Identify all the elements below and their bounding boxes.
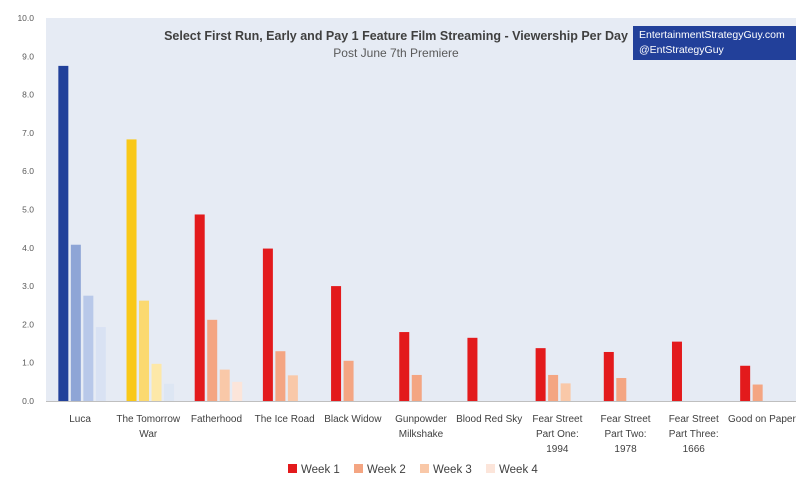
legend-label-week-1: Week 1 <box>301 464 340 476</box>
bar-luca-week-3 <box>83 295 94 401</box>
y-tick-label: 0.0 <box>22 396 34 406</box>
x-tick-label: Part Three: <box>669 429 719 440</box>
chart-title: Select First Run, Early and Pay 1 Featur… <box>164 29 628 43</box>
bar-luca-week-4 <box>95 327 106 401</box>
legend-label-week-2: Week 2 <box>367 464 406 476</box>
legend: Week 1 Week 2 Week 3 Week 4 <box>288 464 538 476</box>
y-tick-label: 1.0 <box>22 358 34 368</box>
bar-blood-red-sky-week-1 <box>467 337 478 401</box>
bar-fear-street-part-three-1666-week-1 <box>671 341 682 401</box>
x-tick-label: Black Widow <box>324 414 382 425</box>
bar-gunpowder-milkshake-week-1 <box>399 332 410 401</box>
x-tick-label: Luca <box>69 414 91 425</box>
bar-black-widow-week-2 <box>343 360 354 401</box>
bar-fatherhood-week-1 <box>194 214 205 401</box>
bar-good-on-paper-week-2 <box>752 384 763 401</box>
y-tick-label: 4.0 <box>22 243 34 253</box>
y-tick-labels: 0.0 1.0 2.0 3.0 4.0 5.0 6.0 7.0 8.0 9.0 10.0 <box>17 13 34 406</box>
bar-fatherhood-week-2 <box>207 319 218 401</box>
y-tick-label: 8.0 <box>22 90 34 100</box>
bar-black-widow-week-1 <box>331 286 342 401</box>
bar-fear-street-part-one-1994-week-2 <box>548 374 559 401</box>
x-tick-label: Gunpowder <box>395 414 447 425</box>
bar-luca-week-2 <box>70 244 81 401</box>
y-tick-label: 9.0 <box>22 51 34 61</box>
y-tick-label: 5.0 <box>22 205 34 215</box>
x-tick-label: Part One: <box>536 429 579 440</box>
attribution-badge: EntertainmentStrategyGuy.com @EntStrateg… <box>633 26 796 60</box>
plot-background <box>46 18 796 401</box>
x-tick-label: 1978 <box>614 444 637 455</box>
x-tick-label: Milkshake <box>399 429 444 440</box>
bar-the-ice-road-week-2 <box>275 351 286 401</box>
bar-fatherhood-week-4 <box>232 381 243 401</box>
bar-the-tomorrow-war-week-1 <box>126 139 137 401</box>
chart-subtitle: Post June 7th Premiere <box>333 46 459 60</box>
bar-fear-street-part-one-1994-week-1 <box>535 348 546 401</box>
x-tick-label: The Tomorrow <box>116 414 181 425</box>
bar-the-tomorrow-war-week-3 <box>151 363 162 401</box>
x-tick-label: 1666 <box>683 444 706 455</box>
bar-luca-week-1 <box>58 65 69 401</box>
x-tick-label: Blood Red Sky <box>456 414 522 425</box>
legend-label-week-4: Week 4 <box>499 464 538 476</box>
bar-the-tomorrow-war-week-2 <box>139 300 150 401</box>
x-tick-label: Fatherhood <box>191 414 242 425</box>
legend-swatch-week-3 <box>420 464 429 473</box>
bar-good-on-paper-week-1 <box>740 365 751 401</box>
bar-gunpowder-milkshake-week-2 <box>411 374 422 401</box>
legend-swatch-week-2 <box>354 464 363 473</box>
x-tick-label: Fear Street <box>601 414 651 425</box>
y-tick-label: 2.0 <box>22 319 34 329</box>
x-tick-label: The Ice Road <box>255 414 315 425</box>
badge-website: EntertainmentStrategyGuy.com <box>639 29 785 41</box>
y-tick-label: 3.0 <box>22 281 34 291</box>
x-tick-label: Fear Street <box>532 414 582 425</box>
legend-swatch-week-4 <box>486 464 495 473</box>
bar-fatherhood-week-3 <box>219 369 230 401</box>
legend-swatch-week-1 <box>288 464 297 473</box>
bar-the-tomorrow-war-week-4 <box>164 383 175 401</box>
y-tick-label: 6.0 <box>22 166 34 176</box>
x-tick-label: Fear Street <box>669 414 719 425</box>
bar-fear-street-part-two-1978-week-2 <box>616 378 627 401</box>
bar-the-ice-road-week-1 <box>262 248 273 401</box>
x-tick-label: 1994 <box>546 444 569 455</box>
x-tick-labels: Luca The Tomorrow War Fatherhood The Ice Roa… <box>69 414 796 455</box>
y-tick-label: 7.0 <box>22 128 34 138</box>
bars-group <box>58 65 763 401</box>
x-tick-label: Part Two: <box>605 429 647 440</box>
badge-handle: @EntStrategyGuy <box>639 44 724 56</box>
x-tick-label: Good on Paper <box>728 414 796 425</box>
bar-the-ice-road-week-3 <box>287 375 298 401</box>
bar-fear-street-part-two-1978-week-1 <box>603 351 614 401</box>
bar-fear-street-part-one-1994-week-3 <box>560 383 571 401</box>
x-tick-label: War <box>139 429 158 440</box>
legend-label-week-3: Week 3 <box>433 464 472 476</box>
y-tick-label: 10.0 <box>17 13 34 23</box>
